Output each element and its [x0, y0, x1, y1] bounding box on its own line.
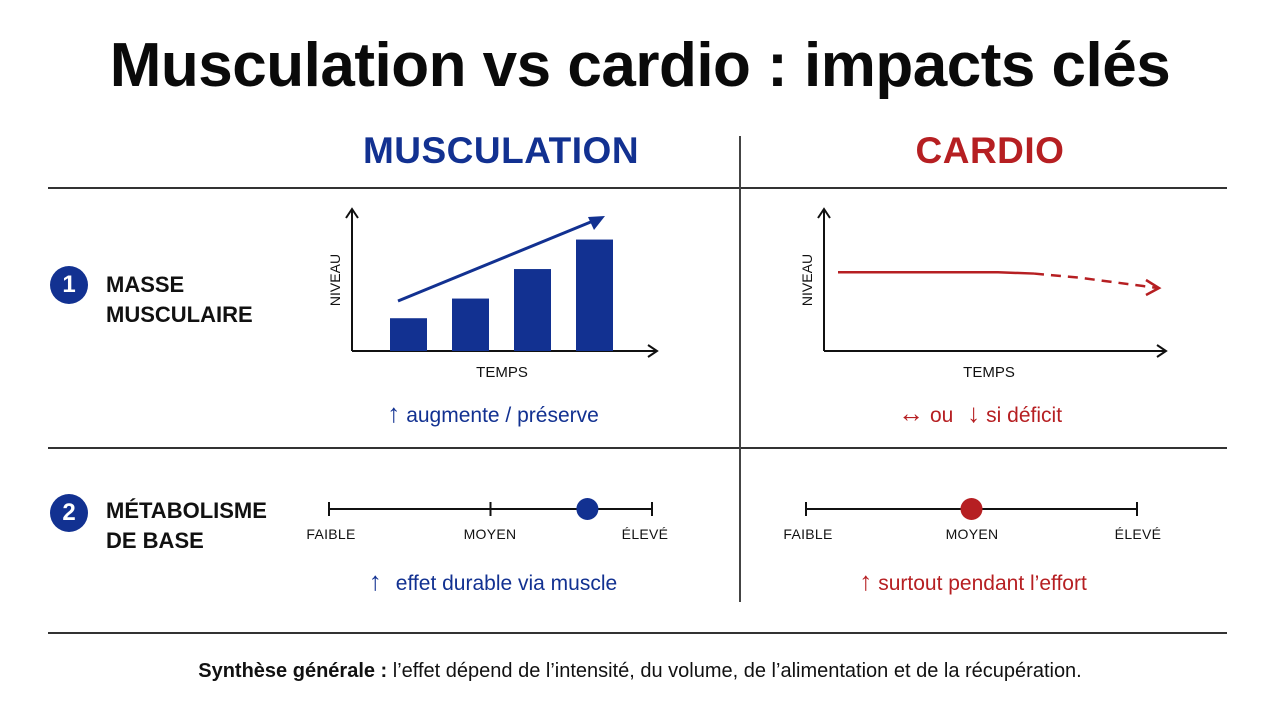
- scale-marker: [960, 498, 983, 520]
- bar: [576, 239, 613, 351]
- scale-cardio-metabolisme: [805, 498, 1138, 520]
- series-line-dashed: [1033, 272, 1159, 290]
- bar: [514, 269, 551, 351]
- column-header-cardio: CARDIO: [915, 130, 1065, 171]
- arrow-up-icon: ↑: [368, 566, 382, 596]
- scale-label-faible: FAIBLE: [306, 526, 356, 542]
- row-label-line: MÉTABOLISME: [106, 498, 267, 523]
- caption-text: effet durable via muscle: [395, 572, 618, 595]
- caption-text: si déficit: [986, 404, 1063, 427]
- caption-text: surtout pendant l’effort: [878, 572, 1087, 595]
- y-axis-label: NIVEAU: [327, 254, 343, 306]
- scale-label-moyen: MOYEN: [945, 526, 999, 542]
- trend-arrow-head-icon: [588, 216, 605, 230]
- arrow-up-icon: ↑: [387, 398, 401, 428]
- row-label-line: DE BASE: [106, 528, 204, 553]
- y-axis-arrow-icon: [345, 207, 359, 219]
- arrow-down-icon: ↓: [967, 398, 981, 428]
- chart-musculation-masse: NIVEAU TEMPS: [327, 207, 659, 381]
- row-number-badge: 1: [50, 266, 88, 304]
- scale-label-moyen: MOYEN: [463, 526, 517, 542]
- x-axis-arrow-icon: [1156, 344, 1168, 358]
- footer-bold-label: Synthèse générale :: [198, 660, 388, 682]
- caption-cardio-masse: ↔ ou ↓ si déficit: [770, 398, 1190, 429]
- scale-marker: [576, 498, 599, 520]
- page-title: Musculation vs cardio : impacts clés: [109, 31, 1171, 100]
- row-number-badge: 2: [50, 494, 88, 532]
- caption-musculation-masse: ↑ augmente / préserve: [283, 398, 703, 429]
- series-arrow-head-icon: [1145, 278, 1162, 297]
- scale-label-eleve: ÉLEVÉ: [1114, 526, 1162, 542]
- arrow-horizontal-icon: ↔: [897, 398, 924, 428]
- x-axis-label: TEMPS: [963, 364, 1015, 381]
- divider-rows: [48, 447, 1227, 449]
- caption-cardio-metabolisme: ↑ surtout pendant l’effort: [763, 566, 1183, 597]
- row-label-metabolisme-de-base: MÉTABOLISME DE BASE: [106, 496, 267, 556]
- x-axis-arrow-icon: [647, 344, 659, 358]
- series-line-solid: [838, 271, 1035, 275]
- scale-label-faible: FAIBLE: [783, 526, 833, 542]
- column-header-musculation: MUSCULATION: [362, 130, 640, 171]
- caption-text: augmente / préserve: [406, 404, 599, 427]
- scale-musculation-metabolisme: [328, 498, 653, 520]
- arrow-up-icon: ↑: [859, 566, 873, 596]
- footer-text: l’effet dépend de l’intensité, du volume…: [387, 660, 1082, 682]
- bar: [452, 298, 489, 351]
- divider-header: [48, 187, 1227, 189]
- bar: [390, 318, 427, 351]
- x-axis-label: TEMPS: [476, 364, 528, 381]
- scale-label-eleve: ÉLEVÉ: [621, 526, 669, 542]
- caption-musculation-metabolisme: ↑ effet durable via muscle: [283, 566, 703, 597]
- trend-arrow-line: [397, 217, 599, 303]
- divider-columns: [739, 136, 741, 602]
- row-label-line: MUSCULAIRE: [106, 302, 253, 327]
- caption-text: ou: [929, 404, 954, 427]
- chart-cardio-masse: NIVEAU TEMPS: [799, 207, 1168, 381]
- row-label-masse-musculaire: MASSE MUSCULAIRE: [106, 270, 253, 330]
- y-axis-label: NIVEAU: [799, 254, 815, 306]
- divider-footer: [48, 632, 1227, 634]
- y-axis-arrow-icon: [817, 207, 831, 219]
- footer-summary: Synthèse générale : l’effet dépend de l’…: [0, 660, 1280, 683]
- row-label-line: MASSE: [106, 272, 185, 297]
